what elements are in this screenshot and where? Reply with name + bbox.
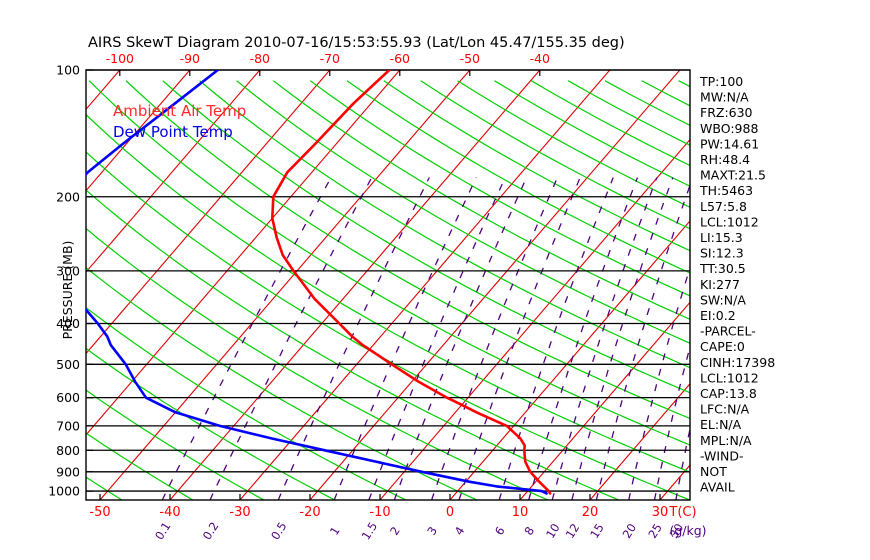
pressure-tick-label: 900 <box>56 464 80 479</box>
parameter-item: LFC:N/A <box>700 402 750 417</box>
parameter-item: LCL:1012 <box>700 214 759 229</box>
chart-background-lines <box>86 70 690 500</box>
bottom-temp-tick-label: 30 <box>652 505 669 520</box>
pressure-tick-label: 400 <box>56 316 80 331</box>
dewpoint-profile-curve <box>86 70 548 495</box>
parameter-item: CAP:13.8 <box>700 386 757 401</box>
temperature-axis-label: T(C) <box>668 505 696 520</box>
mixing-ratio-tick-label: 25 <box>645 521 665 541</box>
parameter-item: MAXT:21.5 <box>700 168 766 183</box>
top-temp-tick-label: -80 <box>250 51 270 66</box>
pressure-tick-label: 800 <box>56 443 80 458</box>
top-temp-tick-label: -90 <box>180 51 200 66</box>
pressure-tick-label: 300 <box>56 263 80 278</box>
bottom-temp-tick-label: -50 <box>89 505 110 520</box>
bottom-temp-tick-label: 10 <box>512 505 529 520</box>
bottom-temp-tick-label: -30 <box>229 505 250 520</box>
top-temp-tick-label: -100 <box>106 51 134 66</box>
parameter-item: RH:48.4 <box>700 152 750 167</box>
parameter-item: LCL:1012 <box>700 370 759 385</box>
parameter-item: FRZ:630 <box>700 105 753 120</box>
parameter-item: PW:14.61 <box>700 136 759 151</box>
parameter-item: CINH:17398 <box>700 355 775 370</box>
bottom-temp-tick-label: -10 <box>369 505 390 520</box>
parameter-item: WBO:988 <box>700 121 758 136</box>
parameter-item: SI:12.3 <box>700 246 744 261</box>
top-temp-tick-label: -60 <box>390 51 410 66</box>
pressure-tick-label: 100 <box>56 63 80 78</box>
mixing-ratio-tick-label: 12 <box>563 521 583 541</box>
parameter-item: LI:15.3 <box>700 230 743 245</box>
mixing-ratio-axis-label: (g/kg) <box>669 523 706 538</box>
bottom-temp-tick-label: 0 <box>446 505 454 520</box>
parameter-item: TP:100 <box>699 74 743 89</box>
parameter-item: TH:5463 <box>699 183 753 198</box>
pressure-axis-label: PRESSURE (MB) <box>60 241 75 340</box>
parameter-item: KI:277 <box>700 277 740 292</box>
pressure-tick-label: 500 <box>56 357 80 372</box>
bottom-temperature-axis: -50 -40 -30 -20 -10 0 10 20 30 <box>89 494 668 520</box>
page-title: AIRS SkewT Diagram 2010-07-16/15:53:55.9… <box>88 35 625 51</box>
top-temperature-axis: -100 -90 -80 -70 -60 -50 -40 <box>106 51 550 76</box>
legend-dew-point-temp: Dew Point Temp <box>113 123 233 141</box>
bottom-temp-tick-label: -40 <box>159 505 180 520</box>
top-temp-tick-label: -40 <box>530 51 550 66</box>
pressure-tick-label: 600 <box>56 390 80 405</box>
parameter-item: CAPE:0 <box>700 339 745 354</box>
mixing-ratio-tick-label: 10 <box>543 521 563 541</box>
mixing-ratio-tick-label: 15 <box>587 521 607 541</box>
top-temp-tick-label: -50 <box>460 51 480 66</box>
parameter-item: L57:5.8 <box>700 199 747 214</box>
mixing-ratio-tick-label: 20 <box>620 521 640 541</box>
parameter-item: SW:N/A <box>700 292 746 307</box>
legend-ambient-air-temp: Ambient Air Temp <box>113 102 246 120</box>
parameter-item: NOT <box>700 464 727 479</box>
parameter-item: TT:30.5 <box>699 261 746 276</box>
bottom-temp-tick-label: -20 <box>299 505 320 520</box>
top-temp-tick-label: -70 <box>320 51 340 66</box>
pressure-tick-label: 700 <box>56 418 80 433</box>
bottom-temp-tick-label: 20 <box>582 505 599 520</box>
pressure-tick-label: 200 <box>56 189 80 204</box>
parameter-item: EI:0.2 <box>700 308 736 323</box>
profile-curves <box>86 70 552 495</box>
parameter-item: MW:N/A <box>700 90 749 105</box>
pressure-axis: 100 200 300 400 500 600 700 800 900 1000 <box>48 63 93 499</box>
parameter-item: MPL:N/A <box>700 433 752 448</box>
pressure-tick-label: 1000 <box>48 484 80 499</box>
parameter-item: EL:N/A <box>700 417 742 432</box>
mixing-ratio-tick-label: 30 <box>667 521 687 541</box>
temperature-profile-curve <box>271 70 552 495</box>
parameter-item: AVAIL <box>700 480 735 495</box>
parameter-item: -WIND- <box>700 448 744 463</box>
parameter-panel: TP:100MW:N/AFRZ:630WBO:988PW:14.61RH:48.… <box>699 74 775 495</box>
parameter-item: -PARCEL- <box>700 324 756 339</box>
